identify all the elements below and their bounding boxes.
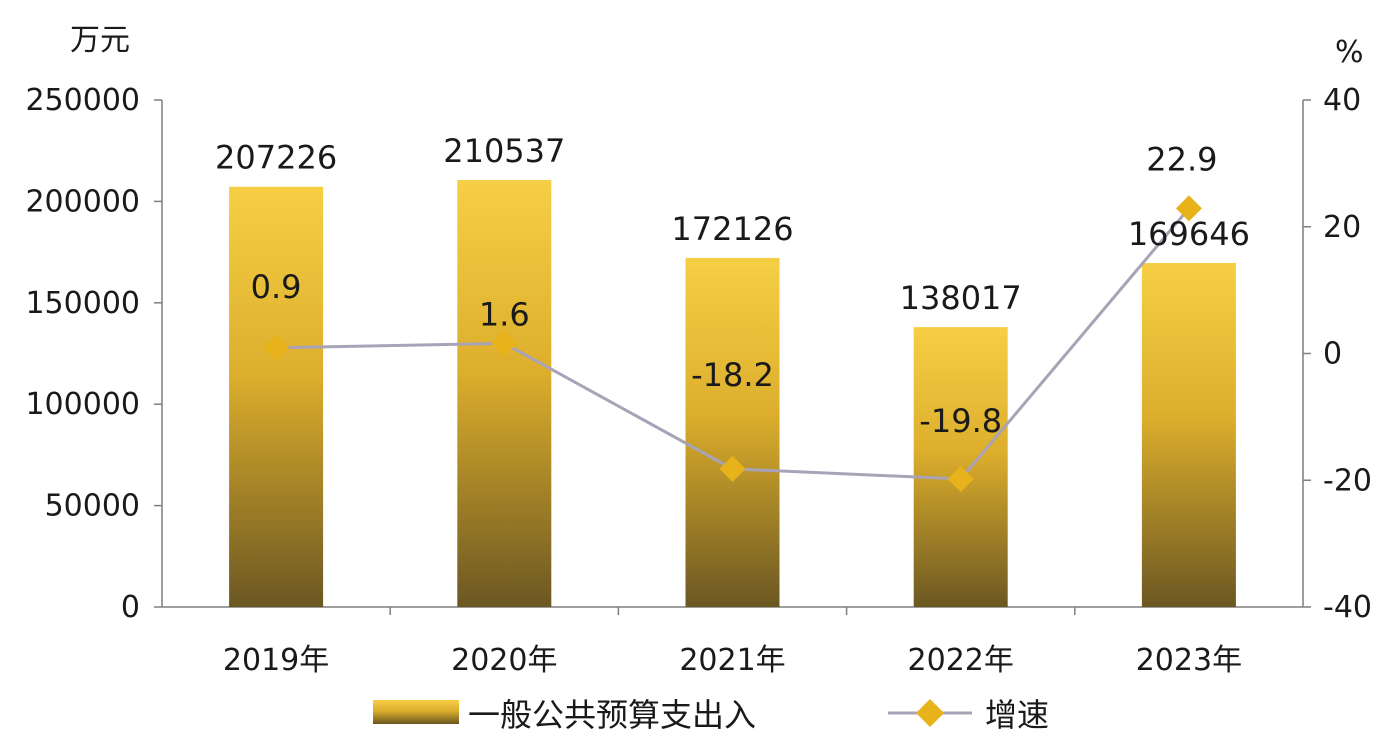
bar-value-label: 210537 bbox=[443, 132, 565, 170]
right-tick-label: -20 bbox=[1323, 463, 1372, 498]
line-series bbox=[263, 195, 1202, 492]
bar-value-label: 169646 bbox=[1128, 215, 1250, 253]
x-tick-label: 2019年 bbox=[223, 643, 329, 678]
left-axis: 0 50000 100000 150000 200000 250000 bbox=[25, 83, 163, 625]
bar-series bbox=[229, 180, 1236, 608]
growth-marker bbox=[263, 334, 290, 361]
left-tick-label: 200000 bbox=[25, 184, 140, 219]
growth-marker bbox=[491, 330, 518, 357]
bar-value-label: 172126 bbox=[671, 210, 793, 248]
right-axis-unit: % bbox=[1335, 35, 1364, 70]
growth-marker bbox=[947, 465, 974, 492]
legend-bar-label: 一般公共预算支出入 bbox=[468, 696, 756, 734]
legend-line-label: 增速 bbox=[985, 696, 1049, 734]
legend-line-marker bbox=[916, 699, 944, 727]
left-tick-label: 150000 bbox=[25, 286, 140, 321]
left-axis-unit: 万元 bbox=[70, 23, 130, 58]
right-axis: -40 -20 0 20 40 bbox=[1302, 83, 1372, 625]
growth-value-label: -19.8 bbox=[919, 402, 1002, 440]
bar bbox=[457, 180, 552, 608]
bar bbox=[229, 186, 324, 607]
x-tick-label: 2023年 bbox=[1136, 643, 1242, 678]
growth-value-label: 1.6 bbox=[479, 295, 530, 333]
right-tick-label: 40 bbox=[1323, 83, 1361, 118]
bar bbox=[1141, 262, 1236, 607]
x-tick-label: 2021年 bbox=[679, 643, 785, 678]
growth-marker bbox=[719, 455, 746, 482]
bar-value-label: 138017 bbox=[900, 279, 1022, 317]
right-tick-label: 0 bbox=[1323, 337, 1342, 372]
x-tick-label: 2020年 bbox=[451, 643, 557, 678]
left-tick-label: 50000 bbox=[45, 489, 140, 524]
legend-bar-swatch bbox=[373, 700, 459, 724]
x-axis: 2019年 2020年 2021年 2022年 2023年 bbox=[162, 606, 1303, 678]
growth-marker bbox=[1175, 195, 1202, 222]
right-tick-label: -40 bbox=[1323, 590, 1372, 625]
left-tick-label: 250000 bbox=[25, 83, 140, 118]
legend: 一般公共预算支出入 增速 bbox=[373, 696, 1049, 734]
growth-value-label: 0.9 bbox=[251, 268, 302, 306]
growth-value-label: -18.2 bbox=[691, 356, 774, 394]
x-tick-label: 2022年 bbox=[908, 643, 1014, 678]
bar bbox=[685, 257, 780, 607]
bar-value-label: 207226 bbox=[215, 139, 337, 177]
right-tick-label: 20 bbox=[1323, 210, 1361, 245]
left-tick-label: 0 bbox=[121, 590, 140, 625]
left-tick-label: 100000 bbox=[25, 387, 140, 422]
data-labels: 207226 210537 172126 138017 169646 0.9 1.6 -18.… bbox=[215, 132, 1250, 440]
growth-value-label: 22.9 bbox=[1146, 140, 1217, 178]
